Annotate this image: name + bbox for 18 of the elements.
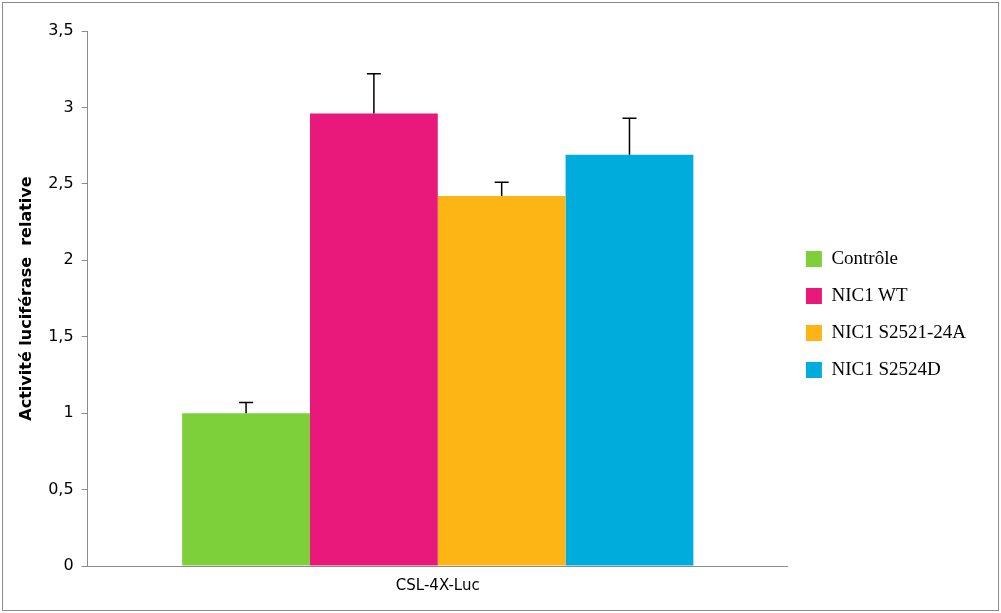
bar (182, 413, 310, 566)
bar (437, 196, 566, 566)
x-tick-label: CSL-4X-Luc (395, 575, 480, 594)
y-tick-label: 1 (63, 402, 74, 422)
legend-label: NIC1 WT (831, 283, 908, 305)
bar (565, 154, 694, 566)
legend-label: NIC1 S2524D (831, 357, 941, 379)
y-tick-label: 3,5 (48, 20, 74, 40)
y-axis-title: Activité luciférase relative (15, 176, 35, 421)
legend-label: Contrôle (831, 246, 898, 268)
y-tick-label: 2,5 (48, 173, 74, 193)
y-tick-label: 0 (63, 555, 74, 575)
y-tick-label: 2 (63, 249, 74, 269)
y-tick-label: 3 (63, 96, 74, 116)
bar (309, 113, 438, 566)
legend-label: NIC1 S2521-24A (831, 320, 967, 342)
y-tick-label: 1,5 (48, 325, 74, 345)
y-tick-label: 0,5 (48, 478, 74, 498)
